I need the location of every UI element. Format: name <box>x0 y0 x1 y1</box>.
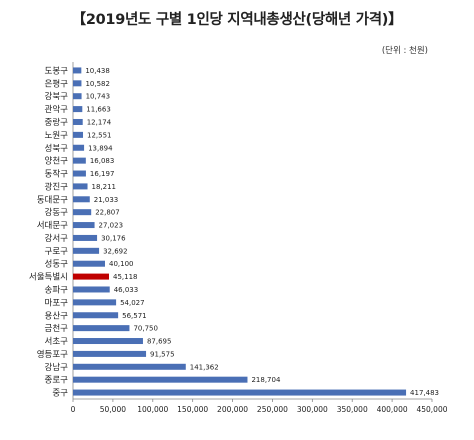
bar <box>73 209 92 216</box>
bar <box>73 131 84 138</box>
bar <box>73 325 130 332</box>
category-label: 서울특별시 <box>29 272 68 283</box>
value-label: 12,174 <box>87 118 112 126</box>
category-label: 중랑구 <box>45 117 69 128</box>
bar <box>73 376 248 383</box>
category-label: 관악구 <box>45 104 69 115</box>
x-tick-label: 0 <box>71 405 76 414</box>
value-label: 46,033 <box>114 286 139 294</box>
bar <box>73 93 82 100</box>
category-label: 강동구 <box>45 207 69 218</box>
bar <box>73 350 147 357</box>
value-label: 21,033 <box>94 196 119 204</box>
x-tick-label: 250,000 <box>257 405 288 414</box>
bar <box>73 260 105 267</box>
category-label: 종로구 <box>45 376 69 386</box>
bar <box>73 299 117 306</box>
bar <box>73 338 143 345</box>
category-label: 강서구 <box>45 233 69 244</box>
category-label: 양천구 <box>45 156 69 167</box>
bar <box>73 170 86 177</box>
category-label: 영등포구 <box>37 349 68 360</box>
category-label: 송파구 <box>45 285 69 295</box>
bar <box>73 106 83 113</box>
x-tick-label: 200,000 <box>217 405 248 414</box>
category-label: 은평구 <box>45 78 69 89</box>
category-label: 중구 <box>52 389 68 399</box>
bar <box>73 144 85 151</box>
value-label: 56,571 <box>122 312 147 320</box>
value-label: 10,743 <box>86 93 111 101</box>
category-label: 동작구 <box>45 169 69 180</box>
value-label: 16,083 <box>90 157 115 165</box>
bar <box>73 389 407 396</box>
value-label: 22,807 <box>95 209 120 217</box>
value-label: 218,704 <box>251 376 280 384</box>
category-label: 서대문구 <box>37 221 68 231</box>
category-label: 강남구 <box>45 362 69 373</box>
category-label: 광진구 <box>45 181 69 192</box>
value-label: 40,100 <box>109 260 134 268</box>
value-label: 141,362 <box>190 363 219 371</box>
category-label: 구로구 <box>45 247 69 257</box>
value-label: 16,197 <box>90 170 115 178</box>
value-label: 91,575 <box>150 350 175 358</box>
category-label: 강북구 <box>45 91 69 102</box>
x-tick-label: 100,000 <box>137 405 168 414</box>
value-label: 12,551 <box>87 131 112 139</box>
value-label: 27,023 <box>99 222 124 230</box>
x-tick-label: 50,000 <box>100 405 126 414</box>
x-tick-label: 300,000 <box>297 405 328 414</box>
bar <box>73 247 100 254</box>
x-tick-label: 400,000 <box>377 405 408 414</box>
bar <box>73 312 119 319</box>
value-label: 45,118 <box>113 273 138 281</box>
category-label: 성동구 <box>45 260 69 270</box>
category-label: 서초구 <box>45 337 69 347</box>
value-label: 70,750 <box>133 325 158 333</box>
value-label: 10,582 <box>85 80 110 88</box>
value-label: 13,894 <box>88 144 113 152</box>
value-label: 18,211 <box>92 183 117 191</box>
bar <box>73 222 95 229</box>
chart-title: 【2019년도 구별 1인당 지역내총생산(당해년 가격)】 <box>71 12 403 28</box>
x-tick-label: 150,000 <box>177 405 208 414</box>
bar <box>73 196 90 203</box>
value-label: 87,695 <box>147 338 172 346</box>
category-label: 도봉구 <box>45 66 69 76</box>
value-label: 30,176 <box>101 234 126 242</box>
bar <box>73 118 83 125</box>
value-label: 11,663 <box>86 106 111 114</box>
unit-label: (단위 : 천원) <box>381 46 428 56</box>
x-tick-label: 350,000 <box>337 405 368 414</box>
category-label: 동대문구 <box>37 195 68 205</box>
bar <box>73 157 86 164</box>
category-label: 노원구 <box>45 131 69 141</box>
category-label: 용산구 <box>45 310 69 321</box>
bar <box>73 286 110 293</box>
value-label: 10,438 <box>85 67 110 75</box>
bar <box>73 67 82 74</box>
category-label: 성북구 <box>45 144 69 154</box>
category-label: 금천구 <box>45 323 69 334</box>
bar <box>73 234 98 241</box>
value-label: 54,027 <box>120 299 144 307</box>
bar <box>73 80 82 87</box>
bar <box>73 183 88 190</box>
bar <box>73 363 186 370</box>
x-tick-label: 450,000 <box>416 405 447 414</box>
value-label: 32,692 <box>103 247 128 255</box>
bar <box>73 273 109 280</box>
value-label: 417,483 <box>410 389 439 397</box>
category-label: 마포구 <box>45 298 69 308</box>
